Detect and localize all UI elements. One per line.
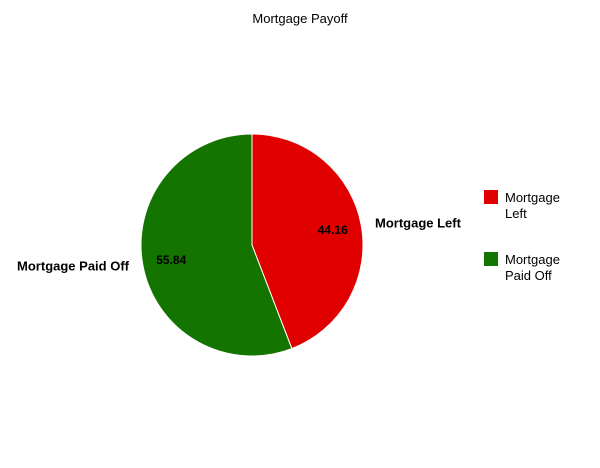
chart-title: Mortgage Payoff	[252, 11, 348, 26]
slice-label-mortgage-left: Mortgage Left	[375, 215, 462, 230]
legend-text: Mortgage Left	[505, 190, 560, 221]
legend-swatch	[484, 190, 498, 204]
legend: Mortgage Left Mortgage Paid Off	[484, 190, 560, 283]
value-labels: 44.16 55.84	[156, 223, 348, 267]
slice-label-mortgage-paid-off: Mortgage Paid Off	[17, 259, 130, 274]
value-label-mortgage-paid-off: 55.84	[156, 253, 186, 267]
legend-swatch	[484, 252, 498, 266]
legend-item-mortgage-paid-off: Mortgage Paid Off	[484, 252, 560, 283]
value-label-mortgage-left: 44.16	[318, 223, 348, 237]
pie-slice-mortgage-paid-off	[140, 133, 293, 357]
legend-item-mortgage-left: Mortgage Left	[484, 190, 560, 221]
pie-slice-mortgage-left	[251, 133, 364, 350]
slice-labels: Mortgage Left Mortgage Paid Off	[17, 215, 462, 273]
legend-text: Mortgage Paid Off	[505, 252, 560, 283]
pie-slices	[140, 133, 364, 357]
